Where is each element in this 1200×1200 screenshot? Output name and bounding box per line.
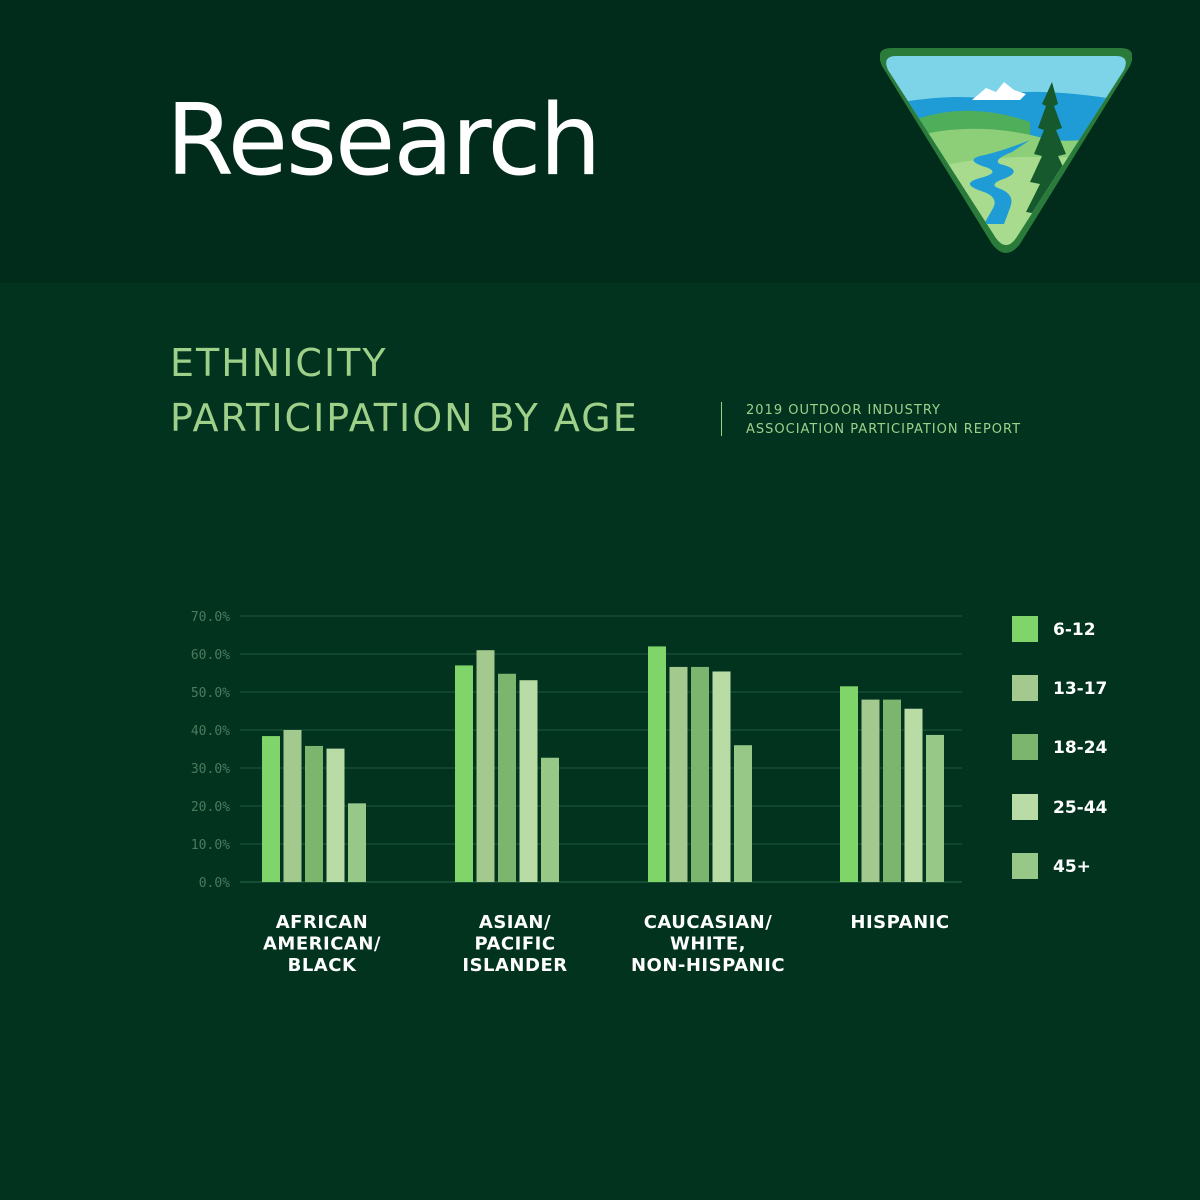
source-line2: ASSOCIATION PARTICIPATION REPORT <box>746 422 1022 437</box>
category-label: AFRICAN <box>276 912 369 933</box>
category-label: WHITE, <box>670 934 746 955</box>
bar <box>734 745 752 882</box>
legend-swatch <box>1012 794 1038 820</box>
y-tick-label: 0.0% <box>199 876 230 891</box>
y-tick-label: 20.0% <box>191 800 230 815</box>
bar <box>498 673 516 882</box>
y-tick-label: 10.0% <box>191 838 230 853</box>
legend-swatch <box>1012 616 1038 642</box>
bar <box>840 686 858 882</box>
bar <box>883 699 901 882</box>
y-tick-label: 60.0% <box>191 648 230 663</box>
y-tick-label: 70.0% <box>191 610 230 625</box>
bar <box>669 666 688 882</box>
legend-label: 25-44 <box>1053 798 1108 818</box>
bar <box>305 745 323 882</box>
chart-title-line1: ETHNICITY <box>170 341 388 385</box>
legend-label: 18-24 <box>1053 738 1108 758</box>
bar <box>541 757 559 882</box>
category-label: CAUCASIAN/ <box>644 912 773 933</box>
legend-label: 13-17 <box>1053 679 1107 699</box>
chart-title-line2: PARTICIPATION BY AGE <box>170 396 639 440</box>
y-tick-label: 40.0% <box>191 724 230 739</box>
category-label: NON-HISPANIC <box>631 955 785 976</box>
header-band: Research <box>0 0 1200 283</box>
category-label: PACIFIC <box>474 934 555 955</box>
source-line1: 2019 OUTDOOR INDUSTRY <box>746 403 941 418</box>
bar <box>348 803 366 882</box>
bar <box>519 680 538 882</box>
category-label: BLACK <box>288 955 357 976</box>
legend-label: 6-12 <box>1053 620 1096 640</box>
legend-swatch <box>1012 675 1038 701</box>
category-label: ASIAN/ <box>479 912 551 933</box>
blm-logo-icon <box>880 48 1132 253</box>
bar <box>455 665 473 882</box>
bar <box>262 736 280 882</box>
bar <box>712 671 731 882</box>
legend-swatch <box>1012 734 1038 760</box>
category-label: ISLANDER <box>462 955 567 976</box>
legend-swatch <box>1012 853 1038 879</box>
legend-label: 45+ <box>1053 857 1091 877</box>
y-tick-label: 30.0% <box>191 762 230 777</box>
category-label: HISPANIC <box>850 912 949 933</box>
bar <box>648 646 666 882</box>
bar <box>926 734 944 882</box>
y-tick-label: 50.0% <box>191 686 230 701</box>
bar <box>861 699 880 882</box>
bar <box>476 650 495 882</box>
category-label: AMERICAN/ <box>263 934 381 955</box>
bar <box>691 666 709 882</box>
bar <box>326 748 345 882</box>
bar <box>283 730 302 882</box>
title-divider <box>721 402 722 436</box>
bar <box>904 708 923 882</box>
participation-bar-chart: 0.0% 10.0% 20.0% 30.0% 40.0% 50.0% 60.0% 70.0% A… <box>191 610 1108 976</box>
page-title: Research <box>166 84 602 198</box>
